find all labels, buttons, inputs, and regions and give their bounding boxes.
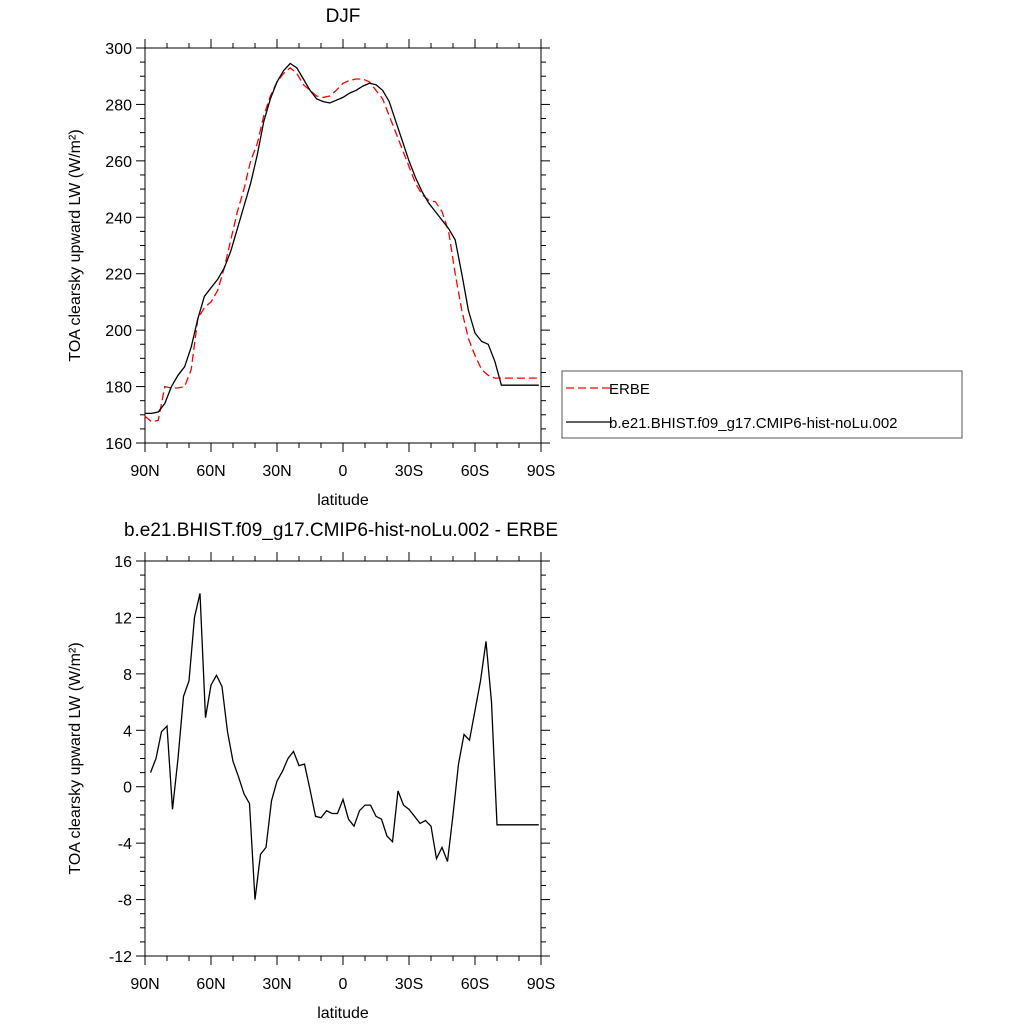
- bottom-panel-difference: b.e21.BHIST.f09_g17.CMIP6-hist-noLu.002 …: [67, 520, 558, 1022]
- x-tick-label: 60S: [461, 463, 489, 480]
- y-tick-label: 180: [105, 380, 132, 397]
- series-line-model: [145, 62, 539, 415]
- x-tick-label: 30S: [395, 463, 423, 480]
- x-tick-label: 60N: [196, 463, 225, 480]
- plot-frame: [144, 47, 542, 444]
- chart-title: b.e21.BHIST.f09_g17.CMIP6-hist-noLu.002 …: [124, 520, 558, 541]
- x-tick-label: 90S: [527, 463, 555, 480]
- plot-frame: [144, 560, 542, 957]
- y-tick-label: 200: [105, 323, 132, 340]
- series-line-difference: [149, 593, 539, 900]
- y-tick-label: 0: [123, 780, 132, 797]
- y-axis-label: TOA clearsky upward LW (W/m²): [67, 129, 84, 361]
- x-axis-label: latitude: [317, 492, 369, 509]
- y-tick-label: 240: [105, 210, 132, 227]
- x-tick-label: 60S: [461, 976, 489, 993]
- x-tick-label: 90N: [130, 976, 159, 993]
- y-tick-label: 16: [114, 554, 132, 571]
- x-tick-label: 0: [339, 463, 348, 480]
- y-tick-label: -8: [118, 893, 132, 910]
- legend-label: b.e21.BHIST.f09_g17.CMIP6-hist-noLu.002: [609, 415, 898, 432]
- x-tick-label: 30S: [395, 976, 423, 993]
- y-tick-label: 8: [123, 667, 132, 684]
- chart-title: DJF: [326, 6, 361, 27]
- y-tick-label: 4: [123, 723, 132, 740]
- y-tick-label: 260: [105, 154, 132, 171]
- x-tick-label: 90N: [130, 463, 159, 480]
- legend-label: ERBE: [609, 381, 650, 398]
- y-tick-label: 220: [105, 267, 132, 284]
- x-tick-label: 90S: [527, 976, 555, 993]
- y-tick-label: 12: [114, 610, 132, 627]
- x-tick-label: 30N: [262, 463, 291, 480]
- x-tick-label: 0: [339, 976, 348, 993]
- y-tick-label: -12: [109, 949, 132, 966]
- x-tick-label: 60N: [196, 976, 225, 993]
- y-tick-label: 280: [105, 97, 132, 114]
- y-tick-label: 300: [105, 41, 132, 58]
- top-panel-djf: DJF 160 180 200 220 240 260 280 300 90N 60N 30N 0 30S…: [67, 6, 555, 509]
- series-line-erbe: [144, 66, 539, 423]
- x-tick-label: 30N: [262, 976, 291, 993]
- x-axis-label: latitude: [317, 1005, 369, 1022]
- y-tick-label: 160: [105, 436, 132, 453]
- y-axis-label: TOA clearsky upward LW (W/m²): [67, 642, 84, 874]
- legend: ERBE b.e21.BHIST.f09_g17.CMIP6-hist-noLu.…: [561, 370, 963, 439]
- legend-box: [561, 370, 963, 439]
- y-tick-label: -4: [118, 836, 132, 853]
